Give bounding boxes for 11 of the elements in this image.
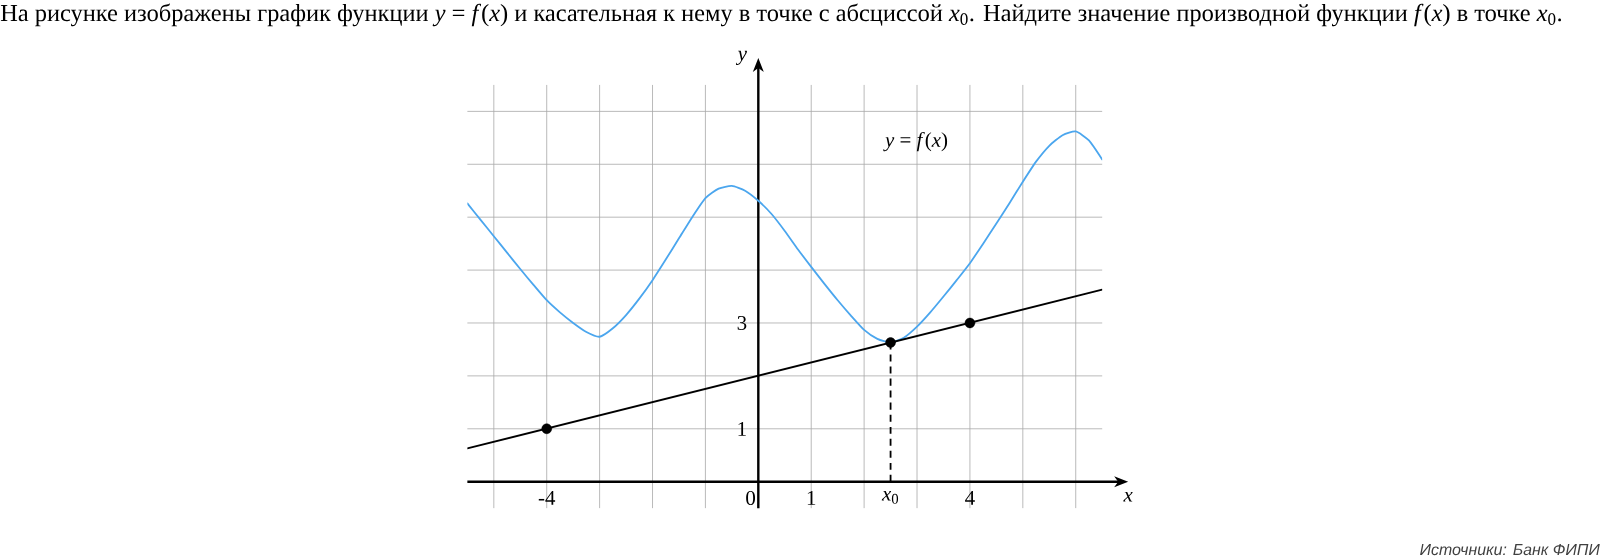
annotation: x$_{0}$ [881, 490, 899, 504]
x-axis-title: x [1123, 491, 1133, 502]
x-tick-label: 1 [807, 490, 816, 505]
x-tick-label: 0 [746, 490, 756, 505]
text: y = f(x) [883, 132, 948, 152]
text: Источники: Банк ФИПИ [1420, 543, 1600, 556]
y-axis-title: y [735, 50, 747, 65]
x-tick-label: 4 [965, 490, 975, 505]
y-tick-label: 3 [737, 315, 747, 331]
x-tick-label: -4 [538, 490, 556, 505]
chart-title: На рисунке изображены график функции y = f(x) и касательная к нему в точке с абсциссой x$_{0}$. Найдите значение производной функции f(x) в точке x$_{0}$. [0, 3, 1562, 27]
